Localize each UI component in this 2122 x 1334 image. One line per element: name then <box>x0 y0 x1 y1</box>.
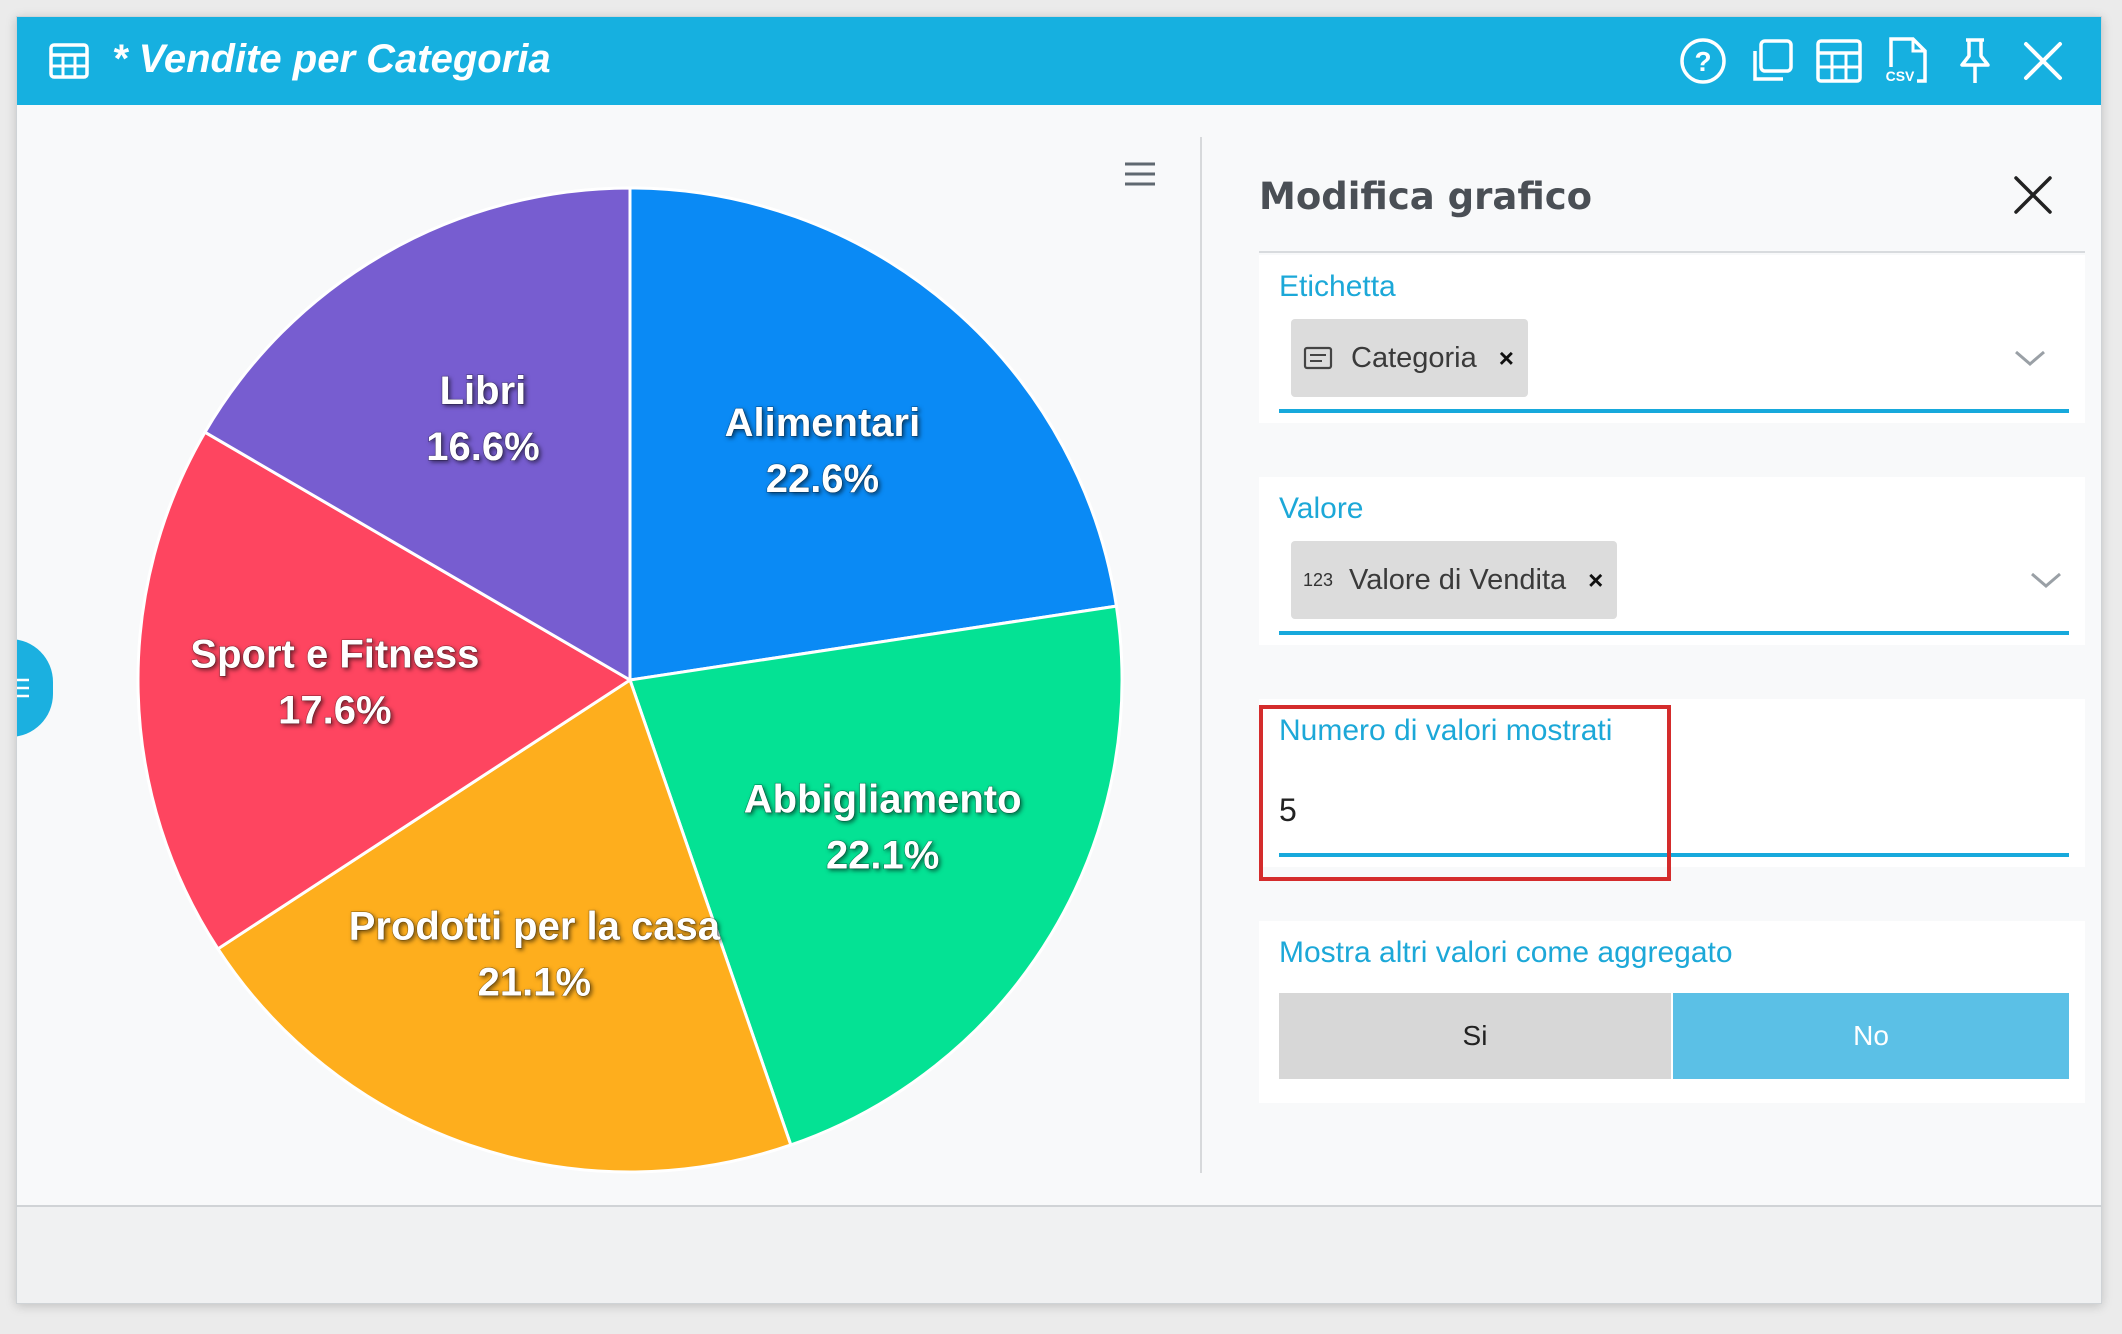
option-si-button[interactable]: Si <box>1279 993 1671 1079</box>
pie-value-prodotti-per-la-casa: 21.1% <box>478 960 591 1004</box>
pie-slice-libri[interactable] <box>202 186 632 683</box>
help-circle-icon: ? <box>1680 38 1726 84</box>
title-bar: * Vendite per Categoria ? <box>17 17 2101 105</box>
chevron-down-icon[interactable] <box>2029 569 2063 591</box>
etichetta-field: Etichetta Categoria × <box>1259 255 2085 423</box>
duplicate-button[interactable] <box>1745 35 1797 87</box>
pie-label-sport-e-fitness: Sport e Fitness <box>190 632 479 676</box>
close-window-button[interactable] <box>2017 35 2069 87</box>
valore-chip-label: Valore di Vendita <box>1349 563 1567 596</box>
chart-menu-icon[interactable] <box>1123 161 1157 187</box>
aggregato-label: Mostra altri valori come aggregato <box>1279 936 1733 969</box>
pie-label-prodotti-per-la-casa: Prodotti per la casa <box>349 904 721 948</box>
pie-label-libri: Libri <box>440 369 527 413</box>
chart-area: Alimentari 22.6% Abbigliamento 22.1% Prodott… <box>17 105 1201 1205</box>
pie-value-abbigliamento: 22.1% <box>826 834 939 878</box>
help-button[interactable]: ? <box>1677 35 1729 87</box>
menu-icon <box>17 678 29 698</box>
pie-slice-prodotti-per-la-casa[interactable] <box>215 677 793 1174</box>
footer-bar <box>17 1207 2101 1303</box>
pie-value-libri: 16.6% <box>426 425 539 469</box>
etichetta-underline <box>1279 409 2069 413</box>
panel-title: Modifica grafico <box>1259 175 1593 218</box>
csv-label: CSV <box>1886 68 1915 84</box>
number-type-icon: 123 <box>1303 569 1334 590</box>
pie-value-sport-e-fitness: 17.6% <box>278 688 391 732</box>
pie-label-abbigliamento: Abbigliamento <box>744 778 1022 822</box>
etichetta-chip[interactable]: Categoria × <box>1291 319 1528 397</box>
pie-slice-abbigliamento[interactable] <box>627 604 1124 1147</box>
etichetta-chip-label: Categoria <box>1351 341 1477 374</box>
valore-underline <box>1279 631 2069 635</box>
table-view-button[interactable] <box>1813 35 1865 87</box>
csv-file-icon: CSV <box>1883 37 1927 84</box>
option-no-button[interactable]: No <box>1673 993 2069 1079</box>
etichetta-label: Etichetta <box>1279 270 1396 303</box>
pie-label-alimentari: Alimentari <box>725 401 921 445</box>
duplicate-icon <box>1753 39 1793 81</box>
table-grid-icon <box>1816 39 1862 83</box>
window-title: * Vendite per Categoria <box>112 37 551 81</box>
remove-chip-icon[interactable]: × <box>1498 342 1514 373</box>
table-icon <box>49 43 89 79</box>
panel-divider <box>1200 137 1202 1173</box>
edit-chart-panel: Modifica grafico Etichetta Categoria × <box>1243 105 2088 1205</box>
pin-button[interactable] <box>1949 35 2001 87</box>
chart-editor-window: * Vendite per Categoria ? <box>16 16 2102 1304</box>
aggregato-field: Mostra altri valori come aggregato Si No <box>1259 921 2085 1103</box>
numero-valori-label: Numero di valori mostrati <box>1279 714 1613 747</box>
pie-value-alimentari: 22.6% <box>766 457 879 501</box>
chevron-down-icon[interactable] <box>2013 347 2047 369</box>
text-field-icon <box>1303 346 1333 370</box>
footer-separator <box>17 1205 2101 1207</box>
numero-valori-field: Numero di valori mostrati 5 <box>1259 699 2085 867</box>
export-csv-button[interactable]: CSV <box>1881 35 1933 87</box>
close-icon[interactable] <box>2011 173 2055 217</box>
numero-valori-input[interactable]: 5 <box>1279 792 1297 828</box>
close-icon <box>2024 42 2062 80</box>
panel-separator <box>1259 251 2085 253</box>
pie-chart: Alimentari 22.6% Abbigliamento 22.1% Prodott… <box>136 186 1124 1174</box>
pie-slice-alimentari[interactable] <box>628 186 1119 682</box>
valore-label: Valore <box>1279 492 1364 525</box>
remove-chip-icon[interactable]: × <box>1588 564 1604 595</box>
valore-chip[interactable]: 123 Valore di Vendita × <box>1291 541 1618 619</box>
pin-icon <box>1960 38 1990 83</box>
svg-text:?: ? <box>1694 46 1711 77</box>
valore-field: Valore 123 Valore di Vendita × <box>1259 477 2085 645</box>
pie-slice-sport-e-fitness[interactable] <box>136 430 633 951</box>
numero-valori-underline <box>1279 853 2069 857</box>
